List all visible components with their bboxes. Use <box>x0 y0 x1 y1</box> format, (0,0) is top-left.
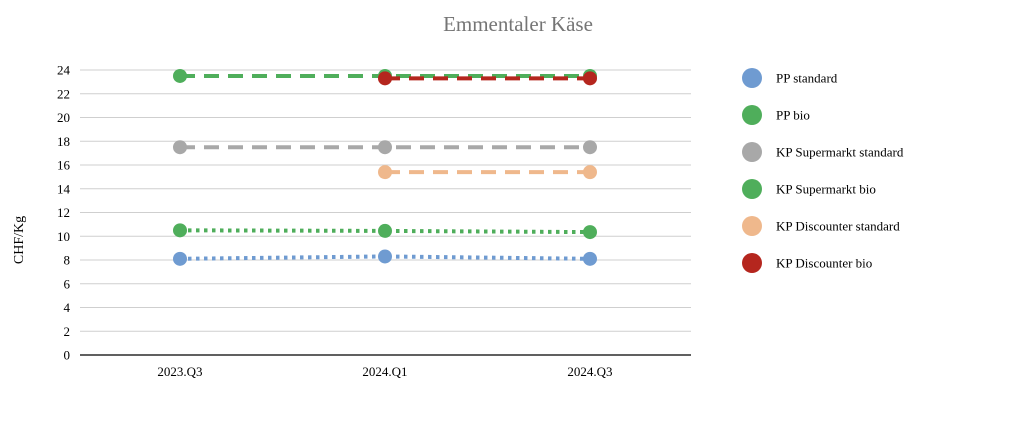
legend-label: PP standard <box>776 71 838 86</box>
legend-marker <box>742 253 762 273</box>
data-point <box>173 223 187 238</box>
y-tick-label: 0 <box>64 348 71 363</box>
data-point <box>378 71 392 86</box>
series-5 <box>378 71 597 86</box>
series-2 <box>173 140 597 155</box>
chart-title: Emmentaler Käse <box>443 12 593 36</box>
data-point <box>378 249 392 264</box>
y-tick-label: 10 <box>57 229 70 244</box>
x-tick-label: 2024.Q3 <box>567 364 612 379</box>
legend-marker <box>742 142 762 162</box>
data-point <box>583 225 597 240</box>
data-point <box>173 251 187 266</box>
data-point <box>583 140 597 155</box>
legend-label: PP bio <box>776 108 810 123</box>
y-tick-label: 16 <box>57 158 71 173</box>
legend-label: KP Discounter standard <box>776 219 900 234</box>
x-tick-labels: 2023.Q3 2024.Q1 2024.Q3 <box>157 364 612 379</box>
y-tick-label: 8 <box>64 253 71 268</box>
legend-item: KP Discounter bio <box>742 253 872 273</box>
legend-label: KP Discounter bio <box>776 256 872 271</box>
data-point <box>583 251 597 266</box>
series-0 <box>173 249 597 266</box>
y-tick-label: 6 <box>64 276 71 291</box>
series-4 <box>378 165 597 180</box>
series-1 <box>173 223 597 240</box>
legend-marker <box>742 105 762 125</box>
y-tick-label: 20 <box>57 110 70 125</box>
data-point <box>583 71 597 86</box>
data-point <box>173 68 187 83</box>
data-point <box>378 223 392 238</box>
legend: PP standard PP bio KP Supermarkt standard K… <box>742 68 904 273</box>
legend-marker <box>742 179 762 199</box>
y-tick-label: 2 <box>64 324 71 339</box>
y-tick-label: 24 <box>57 63 71 78</box>
x-tick-label: 2024.Q1 <box>362 364 407 379</box>
legend-item: KP Supermarkt standard <box>742 142 904 162</box>
legend-item: KP Discounter standard <box>742 216 900 236</box>
series-layer <box>173 68 597 266</box>
y-tick-label: 12 <box>57 205 70 220</box>
grid <box>80 69 691 356</box>
legend-item: PP bio <box>742 105 810 125</box>
legend-item: KP Supermarkt bio <box>742 179 876 199</box>
data-point <box>173 140 187 155</box>
y-tick-label: 4 <box>64 300 71 315</box>
legend-marker <box>742 68 762 88</box>
data-point <box>583 165 597 180</box>
legend-label: KP Supermarkt standard <box>776 145 904 160</box>
data-point <box>378 165 392 180</box>
x-tick-label: 2023.Q3 <box>157 364 202 379</box>
legend-item: PP standard <box>742 68 838 88</box>
y-axis-label: CHF/Kg <box>12 216 27 264</box>
y-tick-label: 14 <box>57 181 71 196</box>
legend-label: KP Supermarkt bio <box>776 182 876 197</box>
data-point <box>378 140 392 155</box>
y-tick-label: 18 <box>57 134 70 149</box>
y-tick-label: 22 <box>57 86 70 101</box>
legend-marker <box>742 216 762 236</box>
